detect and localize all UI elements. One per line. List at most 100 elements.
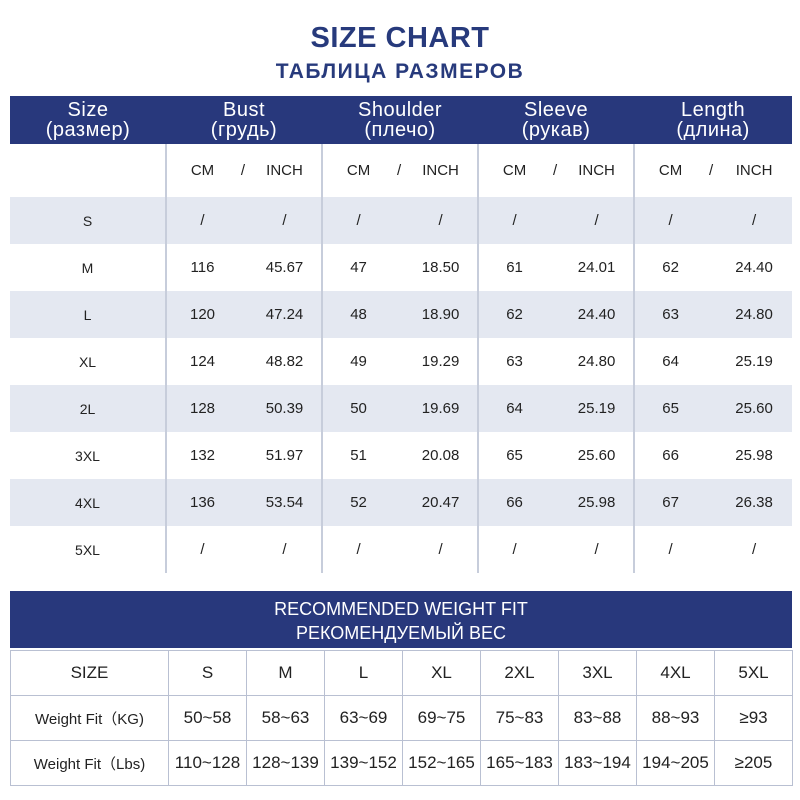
inch-value: /	[716, 197, 793, 244]
size-label: 2L	[10, 385, 167, 432]
inch-value: 51.97	[248, 432, 324, 479]
size-table: Size (размер) Bust (грудь) Shoulder (плечо)…	[10, 96, 793, 573]
inch-value: /	[560, 526, 636, 573]
column-header-bust: Bust (грудь)	[166, 96, 323, 144]
column-header-en: Length	[680, 99, 746, 121]
cm-value: 136	[166, 479, 238, 526]
size-label: XL	[10, 338, 167, 385]
inch-value: 24.80	[716, 291, 793, 338]
cm-value: 128	[166, 385, 238, 432]
column-header-ru: (рукав)	[521, 119, 591, 141]
unit-gap	[394, 385, 405, 432]
inch-value: /	[404, 197, 480, 244]
inch-value: 48.82	[248, 338, 324, 385]
size-row: L 120 47.24 48 18.90 62 24.40 63 24.80	[10, 291, 793, 338]
cm-value: 49	[350, 353, 367, 370]
size-row: 3XL 132 51.97 51 20.08 65 25.60 66 25.98	[10, 432, 792, 479]
inch-value: 47.24	[248, 291, 324, 338]
unit-cm: CM	[190, 162, 215, 179]
unit-gap	[706, 432, 716, 479]
inch-value: /	[248, 197, 324, 244]
inch-value: 20.47	[404, 479, 480, 526]
cm-value: 65	[506, 447, 523, 464]
size-row: S / / / / / / / /	[10, 197, 793, 244]
inch-value: 25.98	[735, 447, 773, 464]
cm-value: 51	[350, 447, 367, 464]
unit-gap	[550, 338, 560, 385]
size-label: M	[10, 244, 167, 291]
cm-value: 124	[189, 353, 216, 370]
column-header-shoulder: Shoulder (плечо)	[322, 96, 479, 144]
cm-value: 52	[322, 479, 395, 526]
inch-value: /	[751, 541, 757, 558]
unit-gap	[394, 479, 405, 526]
unit-gap	[238, 526, 248, 573]
cm-value: /	[166, 197, 238, 244]
weight-value: 183~194	[558, 740, 637, 786]
unit-inch: INCH	[404, 144, 480, 197]
unit-cm: CM	[658, 162, 683, 179]
inch-value: 19.29	[404, 338, 480, 385]
unit-gap	[394, 291, 405, 338]
unit-gap	[238, 291, 248, 338]
chart-titles: SIZE CHART ТАБЛИЦА РАЗМЕРОВ	[0, 20, 800, 87]
size-row: 4XL 136 53.54 52 20.47 66 25.98 67 26.38	[10, 479, 793, 526]
weight-value: 75~83	[480, 695, 559, 741]
weight-size-cell: L	[324, 650, 403, 696]
inch-value: 20.08	[404, 432, 480, 479]
weight-value: 83~88	[558, 695, 637, 741]
cm-value: 62	[478, 291, 551, 338]
weight-row: Weight Fit（Lbs) 110~128 128~139 139~152 152~…	[10, 740, 793, 786]
weight-value: 194~205	[636, 740, 715, 786]
cm-value: 66	[662, 447, 679, 464]
column-header-length: Length (длина)	[634, 96, 793, 144]
weight-fit-title: RECOMMENDED WEIGHT FIT	[274, 599, 528, 619]
inch-value: 18.50	[404, 244, 480, 291]
cm-value: /	[668, 541, 673, 558]
unit-separator: /	[396, 162, 402, 179]
weight-value: 50~58	[168, 695, 247, 741]
unit-gap	[706, 385, 717, 432]
size-label: 5XL	[10, 526, 167, 573]
unit-gap	[238, 385, 248, 432]
inch-value: 24.40	[735, 259, 773, 276]
cm-value: 67	[634, 479, 707, 526]
cm-value: 62	[662, 259, 679, 276]
unit-gap	[706, 197, 717, 244]
cm-value: /	[322, 197, 395, 244]
cm-value: 132	[189, 447, 216, 464]
inch-value: 50.39	[248, 385, 324, 432]
column-header-ru: (длина)	[676, 119, 750, 141]
size-row: 5XL / / / / / / / /	[10, 526, 792, 573]
cm-value: 47	[350, 259, 367, 276]
column-header-en: Size	[67, 99, 109, 121]
column-header-en: Bust	[223, 99, 266, 121]
unit-inch: INCH	[248, 144, 324, 197]
unit-gap	[706, 479, 717, 526]
unit-separator: /	[552, 162, 558, 179]
cm-value: /	[356, 541, 361, 558]
inch-value: 25.98	[560, 479, 636, 526]
cm-value: 120	[166, 291, 238, 338]
weight-value: 128~139	[246, 740, 325, 786]
weight-value: 110~128	[168, 740, 247, 786]
weight-value: ≥93	[714, 695, 793, 741]
weight-size-cell: M	[246, 650, 325, 696]
unit-gap	[238, 338, 248, 385]
weight-size-cell: XL	[402, 650, 481, 696]
weight-size-cell: 5XL	[714, 650, 793, 696]
weight-size-row: SIZE S M L XL 2XL 3XL 4XL 5XL	[10, 650, 793, 696]
unit-cm: CM	[346, 162, 371, 179]
page-subtitle: ТАБЛИЦА РАЗМЕРОВ	[275, 60, 525, 83]
inch-value: 24.80	[560, 338, 636, 385]
column-header-en: Shoulder	[358, 99, 443, 121]
unit-gap	[550, 526, 560, 573]
unit-gap	[550, 479, 561, 526]
weight-row-label: Weight Fit（KG)	[10, 695, 169, 741]
column-header-en: Sleeve	[523, 99, 589, 121]
size-label: 4XL	[10, 479, 167, 526]
inch-value: 24.40	[560, 291, 636, 338]
inch-value: 45.67	[248, 244, 324, 291]
size-row: 2L 128 50.39 50 19.69 64 25.19 65 25.60	[10, 385, 793, 432]
unit-separator: /	[708, 162, 714, 179]
